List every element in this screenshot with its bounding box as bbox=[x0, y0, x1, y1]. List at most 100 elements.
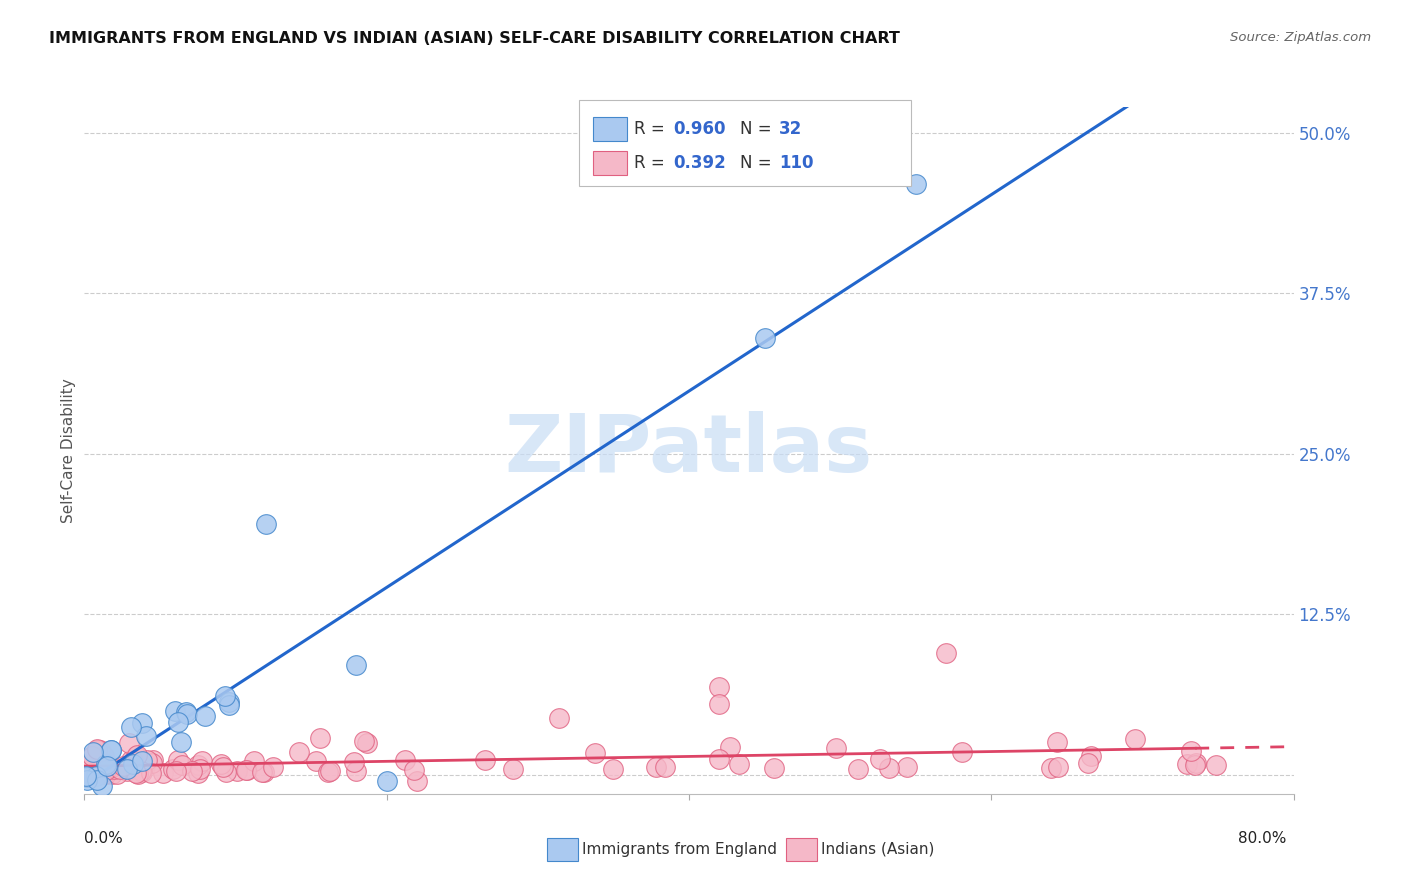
Point bbox=[644, 759, 666, 773]
Point bbox=[91, 766, 114, 780]
Point bbox=[226, 764, 249, 778]
Point bbox=[1123, 732, 1146, 747]
Text: 0.0%: 0.0% bbox=[84, 831, 124, 846]
Point bbox=[135, 753, 157, 767]
Point bbox=[1184, 758, 1206, 772]
Point bbox=[709, 752, 731, 766]
Point bbox=[110, 762, 132, 776]
Point bbox=[243, 754, 266, 768]
Point bbox=[263, 759, 285, 773]
Point bbox=[214, 690, 236, 704]
Point bbox=[254, 517, 277, 532]
Point bbox=[548, 711, 571, 725]
Point bbox=[101, 760, 124, 774]
Text: 0.960: 0.960 bbox=[673, 120, 725, 138]
Point bbox=[404, 763, 426, 777]
Point bbox=[1046, 735, 1069, 749]
Point bbox=[135, 730, 157, 744]
Point bbox=[96, 759, 118, 773]
Point bbox=[212, 760, 235, 774]
Point bbox=[77, 751, 100, 765]
Point bbox=[235, 763, 257, 777]
Text: IMMIGRANTS FROM ENGLAND VS INDIAN (ASIAN) SELF-CARE DISABILITY CORRELATION CHART: IMMIGRANTS FROM ENGLAND VS INDIAN (ASIAN… bbox=[49, 31, 900, 46]
Point bbox=[94, 767, 117, 781]
Text: 0.392: 0.392 bbox=[673, 154, 727, 172]
Point bbox=[131, 764, 153, 779]
Point bbox=[125, 766, 148, 780]
Point bbox=[75, 763, 97, 777]
Point bbox=[125, 749, 148, 764]
Point bbox=[162, 762, 184, 776]
Point bbox=[1080, 749, 1102, 764]
Point bbox=[86, 773, 108, 788]
Point bbox=[344, 764, 367, 779]
Point bbox=[167, 715, 190, 730]
Point bbox=[93, 766, 115, 780]
Y-axis label: Self-Care Disability: Self-Care Disability bbox=[60, 378, 76, 523]
Point bbox=[218, 698, 240, 713]
Text: 32: 32 bbox=[779, 120, 803, 138]
Point bbox=[394, 753, 416, 767]
Point bbox=[75, 759, 97, 773]
Point bbox=[319, 764, 342, 778]
Point bbox=[100, 743, 122, 757]
Point bbox=[950, 745, 973, 759]
Point bbox=[214, 764, 236, 779]
Point bbox=[76, 770, 98, 784]
Point bbox=[115, 760, 138, 774]
Point bbox=[152, 765, 174, 780]
Point bbox=[86, 764, 108, 779]
Point bbox=[935, 646, 957, 660]
Point bbox=[105, 767, 128, 781]
Point bbox=[250, 764, 273, 779]
Point bbox=[131, 755, 153, 769]
Text: Source: ZipAtlas.com: Source: ZipAtlas.com bbox=[1230, 31, 1371, 45]
Point bbox=[80, 765, 103, 780]
Point bbox=[825, 740, 848, 755]
Point bbox=[346, 658, 368, 673]
Point bbox=[356, 736, 378, 750]
Text: Indians (Asian): Indians (Asian) bbox=[821, 842, 935, 856]
Point bbox=[91, 779, 114, 793]
Point bbox=[236, 763, 259, 777]
Point bbox=[165, 705, 187, 719]
Point bbox=[100, 742, 122, 756]
Point bbox=[77, 757, 100, 772]
Point bbox=[846, 762, 869, 776]
Point bbox=[96, 756, 118, 771]
Text: N =: N = bbox=[740, 154, 776, 172]
Point bbox=[218, 695, 240, 709]
Point bbox=[194, 708, 217, 723]
Point bbox=[117, 762, 139, 776]
Point bbox=[86, 765, 108, 780]
Point bbox=[167, 753, 190, 767]
Point bbox=[94, 763, 117, 777]
Point bbox=[125, 748, 148, 763]
Point bbox=[84, 769, 107, 783]
Point bbox=[87, 750, 110, 764]
Point bbox=[82, 745, 104, 759]
Point bbox=[287, 745, 309, 759]
Point bbox=[76, 766, 98, 780]
Point bbox=[89, 742, 111, 756]
Point bbox=[76, 773, 98, 788]
Point bbox=[502, 763, 524, 777]
Point bbox=[103, 762, 125, 776]
Point bbox=[1180, 744, 1202, 758]
Point bbox=[602, 762, 624, 776]
Point bbox=[131, 716, 153, 731]
Point bbox=[305, 754, 328, 768]
Point bbox=[1205, 758, 1227, 772]
Point bbox=[76, 771, 98, 785]
Point bbox=[187, 765, 209, 780]
Point bbox=[76, 755, 98, 769]
Point bbox=[191, 754, 214, 768]
Text: 110: 110 bbox=[779, 154, 814, 172]
Point bbox=[181, 764, 204, 779]
Point bbox=[877, 760, 900, 774]
Point bbox=[720, 739, 742, 754]
Point bbox=[583, 746, 606, 760]
Point bbox=[80, 749, 103, 764]
Point bbox=[709, 697, 731, 711]
Point bbox=[353, 733, 375, 747]
